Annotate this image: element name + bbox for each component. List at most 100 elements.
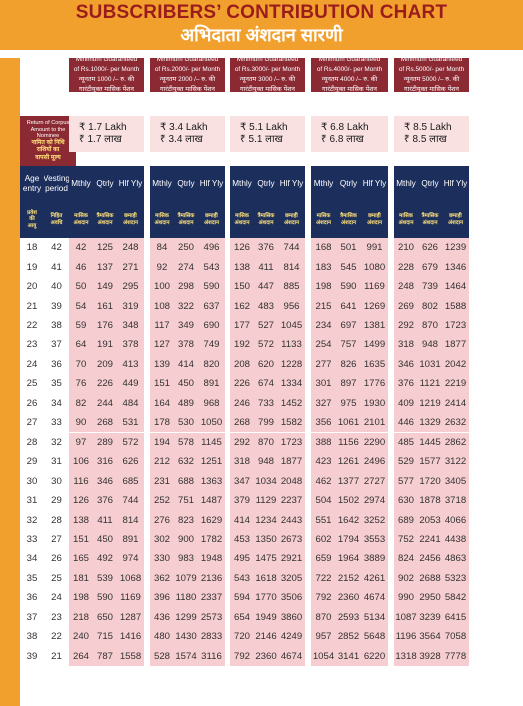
column-gap: [144, 276, 150, 297]
contribution-cell: 191: [93, 335, 117, 355]
contribution-cell: 269: [394, 296, 418, 316]
contribution-cell: 356: [311, 413, 336, 433]
corpus-amount-en: ₹ 6.8 Lakh: [321, 122, 369, 133]
contribution-cell: 1430: [174, 627, 198, 647]
plan-heading-line: Minimum Guaranteed: [156, 58, 219, 63]
vesting-period-header-hindi: निहित अवधि: [44, 201, 69, 238]
contribution-cell: 590: [198, 276, 225, 297]
column-gap: [225, 393, 230, 414]
column-gap: [305, 393, 311, 414]
contribution-cell: 1877: [442, 335, 469, 355]
column-gap: [225, 296, 230, 316]
vesting-period-cell: 30: [44, 471, 69, 491]
contribution-cell: 6415: [442, 607, 469, 627]
corpus-label-hindi: वापसी मूल्य: [35, 154, 61, 161]
age-entry-cell: 22: [20, 315, 44, 336]
frequency-header: Qtrly: [254, 166, 278, 201]
vesting-period-cell: 26: [44, 549, 69, 569]
contribution-cell: 379: [230, 490, 254, 511]
contribution-cell: 572: [254, 335, 278, 355]
contribution-cell: 983: [174, 549, 198, 569]
contribution-cell: 319: [117, 296, 144, 316]
column-gap: [144, 607, 150, 627]
contribution-cell: 450: [174, 374, 198, 394]
contribution-cell: 330: [150, 549, 174, 569]
contribution-cell: 2219: [442, 374, 469, 394]
column-gap: [225, 166, 230, 201]
contribution-cell: 254: [311, 335, 336, 355]
contribution-cell: 411: [93, 510, 117, 530]
contribution-cell: 1080: [361, 257, 388, 277]
contribution-cell: 496: [198, 238, 225, 258]
contribution-cell: 226: [93, 374, 117, 394]
age-entry-cell: 30: [20, 471, 44, 491]
contribution-cell: 1234: [254, 510, 278, 530]
frequency-header: Hlf Yly: [198, 166, 225, 201]
vesting-period-cell: 41: [44, 257, 69, 277]
contribution-cell: 529: [394, 451, 418, 472]
age-entry-cell: 28: [20, 432, 44, 452]
contribution-cell: 302: [150, 529, 174, 550]
contribution-cell: 449: [117, 374, 144, 394]
contribution-cell: 149: [93, 276, 117, 297]
frequency-header-hindi-text: अंशदान: [398, 219, 414, 226]
frequency-header-hindi-text: त्रैमासिक: [177, 212, 195, 219]
contribution-cell: 1299: [174, 607, 198, 627]
vesting-period-cell: 33: [44, 413, 69, 433]
contribution-cell: 70: [69, 354, 93, 375]
frequency-header: Qtrly: [174, 166, 198, 201]
contribution-cell: 2673: [278, 529, 305, 550]
contribution-cell: 814: [117, 510, 144, 530]
column-gap: [388, 549, 394, 569]
frequency-header-hindi-text: छमाही: [124, 212, 137, 219]
contribution-cell: 5323: [442, 568, 469, 589]
plan-heading: Minimum Guaranteed of Rs.3000/- per Month…: [230, 58, 305, 92]
contribution-cell: 1180: [174, 588, 198, 608]
contribution-cell: 208: [230, 354, 254, 375]
column-gap: [225, 549, 230, 569]
age-entry-cell: 18: [20, 238, 44, 258]
contribution-cell: 1445: [418, 432, 442, 452]
contribution-cell: 637: [198, 296, 225, 316]
column-gap: [305, 627, 311, 647]
contribution-cell: 650: [93, 607, 117, 627]
corpus-label-text: Return of Corpus: [26, 120, 70, 126]
vesting-period-cell: 23: [44, 607, 69, 627]
contribution-cell: 823: [174, 510, 198, 530]
contribution-cell: 2833: [198, 627, 225, 647]
contribution-cell: 2290: [361, 432, 388, 452]
contribution-cell: 3564: [418, 627, 442, 647]
contribution-cell: 3506: [278, 588, 305, 608]
contribution-cell: 632: [174, 451, 198, 472]
contribution-cell: 1499: [361, 335, 388, 355]
contribution-cell: 1145: [198, 432, 225, 452]
column-gap: [225, 201, 230, 238]
contribution-cell: 1582: [278, 413, 305, 433]
frequency-header-hindi-text: मासिक: [316, 212, 331, 219]
page-title: SUBSCRIBERS’ CONTRIBUTION CHART: [75, 2, 448, 23]
age-entry-cell: 34: [20, 549, 44, 569]
contribution-cell: 802: [418, 296, 442, 316]
contribution-cell: 234: [311, 315, 336, 336]
contribution-cell: 485: [394, 432, 418, 452]
frequency-header-hindi-text: त्रैमासिक: [340, 212, 357, 219]
contribution-cell: 1031: [418, 354, 442, 375]
plan-heading-line: of Rs.4000/- per Month: [316, 66, 383, 73]
frequency-header-hindi-text: त्रैमासिक: [96, 212, 114, 219]
contribution-cell: 50: [69, 276, 93, 297]
contribution-cell: 82: [69, 393, 93, 414]
age-entry-label-hindi: प्रवेश: [27, 209, 37, 216]
contribution-cell: 2496: [361, 451, 388, 472]
contribution-cell: 414: [230, 510, 254, 530]
column-gap: [388, 335, 394, 355]
age-entry-cell: 21: [20, 296, 44, 316]
contribution-cell: 137: [93, 257, 117, 277]
contribution-cell: 4249: [278, 627, 305, 647]
corpus-amount-hindi: ₹ 6.8 लाख: [321, 134, 364, 145]
vesting-period-cell: 38: [44, 315, 69, 336]
contribution-cell: 1156: [336, 432, 361, 452]
column-gap: [225, 588, 230, 608]
plan-heading-line: Minimum Guaranteed: [318, 58, 381, 63]
contribution-cell: 108: [150, 296, 174, 316]
corpus-amount-en: ₹ 3.4 Lakh: [160, 122, 208, 133]
